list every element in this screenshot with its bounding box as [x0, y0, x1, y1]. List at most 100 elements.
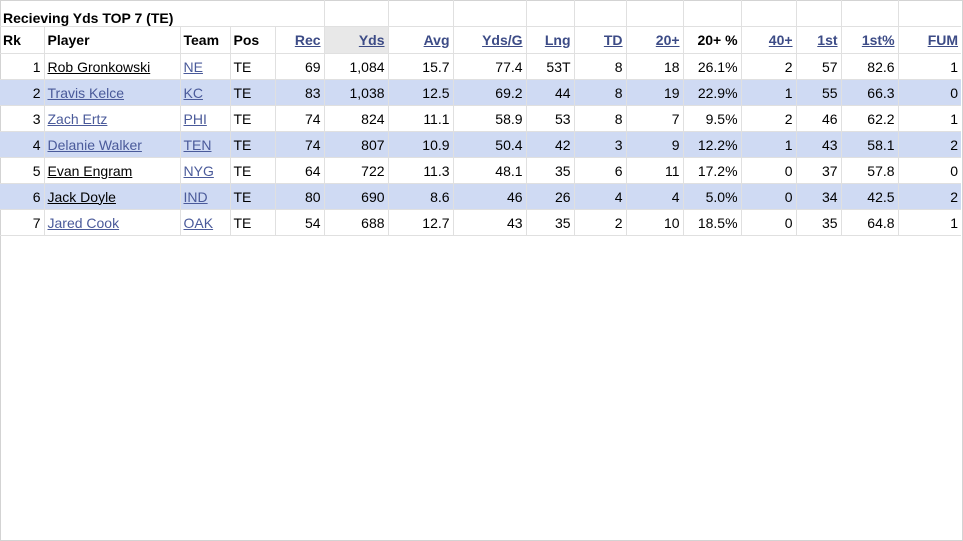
yds-cell: 690	[324, 183, 389, 210]
table-row: 3 Zach Ertz PHI TE 74 824 11.1 58.9 53 8…	[0, 105, 962, 132]
20plus-cell: 18	[626, 53, 684, 80]
sort-ydsg-link[interactable]: Yds/G	[482, 32, 523, 48]
lng-cell: 26	[526, 183, 575, 210]
20plus-pct-cell: 5.0%	[683, 183, 742, 210]
team-link[interactable]: PHI	[183, 110, 207, 127]
pos-cell: TE	[230, 105, 276, 132]
sort-td-link[interactable]: TD	[603, 32, 623, 48]
rank-cell: 6	[0, 183, 45, 210]
player-cell: Travis Kelce	[44, 79, 181, 106]
20plus-cell: 4	[626, 183, 684, 210]
sort-20plus-link[interactable]: 20+	[655, 32, 680, 48]
team-link[interactable]: OAK	[183, 214, 214, 231]
team-cell: OAK	[180, 209, 231, 236]
header-rec-cell: Rec	[275, 26, 325, 54]
sort-1st-pct-link[interactable]: 1st%	[861, 32, 895, 48]
1st-pct-cell: 64.8	[841, 209, 899, 236]
player-cell: Evan Engram	[44, 157, 181, 184]
td-cell: 8	[574, 79, 627, 106]
40plus-cell: 1	[741, 131, 797, 158]
sort-lng-link[interactable]: Lng	[544, 32, 571, 48]
team-link[interactable]: KC	[183, 84, 203, 101]
rank-cell: 4	[0, 131, 45, 158]
yds-cell: 688	[324, 209, 389, 236]
avg-cell: 11.3	[388, 157, 454, 184]
sort-yds-link[interactable]: Yds	[358, 32, 385, 48]
1st-pct-cell: 42.5	[841, 183, 899, 210]
fum-cell: 1	[898, 105, 962, 132]
fum-cell: 1	[898, 53, 962, 80]
40plus-cell: 1	[741, 79, 797, 106]
td-cell: 8	[574, 53, 627, 80]
20plus-cell: 9	[626, 131, 684, 158]
player-link[interactable]: Jack Doyle	[47, 188, 116, 205]
player-cell: Zach Ertz	[44, 105, 181, 132]
player-link[interactable]: Jared Cook	[47, 214, 120, 231]
team-link[interactable]: NE	[183, 58, 203, 75]
title-blank-cell	[453, 0, 527, 27]
rank-cell: 5	[0, 157, 45, 184]
lng-cell: 42	[526, 131, 575, 158]
20plus-cell: 11	[626, 157, 684, 184]
20plus-cell: 10	[626, 209, 684, 236]
header-td-cell: TD	[574, 26, 627, 54]
20plus-pct-cell: 9.5%	[683, 105, 742, 132]
40plus-cell: 2	[741, 105, 797, 132]
1st-cell: 35	[796, 209, 842, 236]
header-20plus-pct: 20+ %	[683, 26, 742, 54]
sort-40plus-link[interactable]: 40+	[768, 32, 793, 48]
team-cell: PHI	[180, 105, 231, 132]
table-row: 4 Delanie Walker TEN TE 74 807 10.9 50.4…	[0, 131, 962, 158]
player-link[interactable]: Rob Gronkowski	[47, 58, 151, 75]
sort-rec-link[interactable]: Rec	[294, 32, 321, 48]
title-blank-cell	[626, 0, 684, 27]
40plus-cell: 0	[741, 209, 797, 236]
player-link[interactable]: Evan Engram	[47, 162, 133, 179]
header-row: Rk Player Team Pos Rec Yds Avg Yds/G Lng…	[0, 26, 962, 54]
table-row: 1 Rob Gronkowski NE TE 69 1,084 15.7 77.…	[0, 53, 962, 80]
pos-cell: TE	[230, 209, 276, 236]
1st-pct-cell: 66.3	[841, 79, 899, 106]
fum-cell: 2	[898, 183, 962, 210]
lng-cell: 53	[526, 105, 575, 132]
ydsg-cell: 46	[453, 183, 527, 210]
header-40plus-cell: 40+	[741, 26, 797, 54]
1st-cell: 57	[796, 53, 842, 80]
td-cell: 8	[574, 105, 627, 132]
yds-cell: 1,084	[324, 53, 389, 80]
sort-1st-link[interactable]: 1st	[817, 32, 838, 48]
team-link[interactable]: TEN	[183, 136, 212, 153]
table-row: 7 Jared Cook OAK TE 54 688 12.7 43 35 2 …	[0, 209, 962, 236]
rec-cell: 74	[275, 105, 325, 132]
player-link[interactable]: Zach Ertz	[47, 110, 108, 127]
player-link[interactable]: Delanie Walker	[47, 136, 142, 153]
20plus-pct-cell: 17.2%	[683, 157, 742, 184]
title-blank-cell	[841, 0, 899, 27]
rank-cell: 7	[0, 209, 45, 236]
rank-cell: 1	[0, 53, 45, 80]
fum-cell: 0	[898, 79, 962, 106]
rec-cell: 69	[275, 53, 325, 80]
header-fum-cell: FUM	[898, 26, 962, 54]
sort-avg-link[interactable]: Avg	[423, 32, 450, 48]
rec-cell: 54	[275, 209, 325, 236]
yds-cell: 807	[324, 131, 389, 158]
team-link[interactable]: IND	[183, 188, 208, 205]
title-blank-cell	[574, 0, 627, 27]
team-link[interactable]: NYG	[183, 162, 214, 179]
player-cell: Delanie Walker	[44, 131, 181, 158]
lng-cell: 53T	[526, 53, 575, 80]
header-1st-cell: 1st	[796, 26, 842, 54]
1st-pct-cell: 58.1	[841, 131, 899, 158]
pos-cell: TE	[230, 79, 276, 106]
lng-cell: 44	[526, 79, 575, 106]
table-row: 5 Evan Engram NYG TE 64 722 11.3 48.1 35…	[0, 157, 962, 184]
lng-cell: 35	[526, 157, 575, 184]
ydsg-cell: 48.1	[453, 157, 527, 184]
player-link[interactable]: Travis Kelce	[47, 84, 125, 101]
avg-cell: 8.6	[388, 183, 454, 210]
sort-fum-link[interactable]: FUM	[927, 32, 959, 48]
avg-cell: 12.7	[388, 209, 454, 236]
1st-cell: 43	[796, 131, 842, 158]
header-ydsg-cell: Yds/G	[453, 26, 527, 54]
